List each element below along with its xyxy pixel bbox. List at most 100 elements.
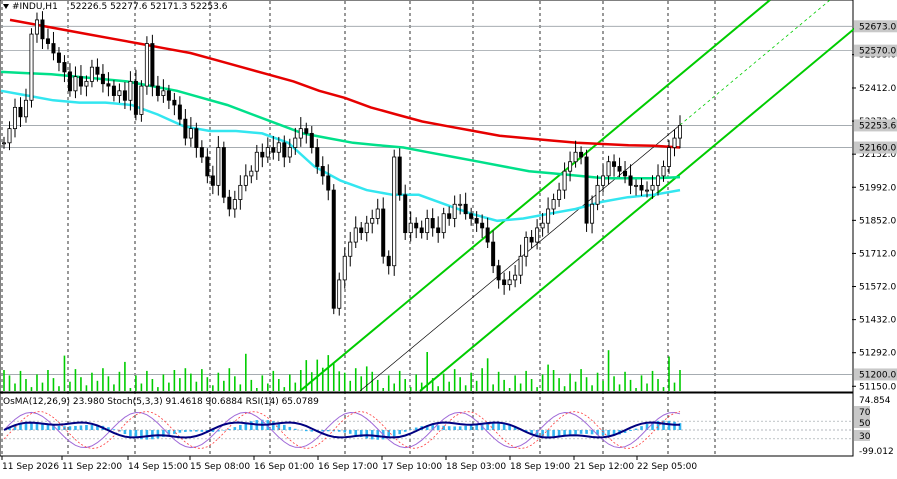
candle-body <box>128 80 133 101</box>
candle-body <box>111 85 116 96</box>
candle-body <box>276 142 281 153</box>
candle-body <box>304 128 309 134</box>
price-axis: 52553.052412.052272.052132.051992.051852… <box>852 20 897 457</box>
price-tag-label: 52673.0 <box>859 22 896 32</box>
candle-body <box>568 161 573 172</box>
candle-body <box>183 118 188 139</box>
ohlc-label: 52226.5 52277.6 52171.3 52253.6 <box>70 2 228 12</box>
price-tag <box>854 119 897 132</box>
candle-body <box>260 151 265 158</box>
candle-body <box>436 227 441 234</box>
candlesticks <box>2 11 683 316</box>
time-tick-label: 14 Sep 15:00 <box>128 462 188 472</box>
volume-bars <box>3 350 681 391</box>
candle-body <box>590 203 595 224</box>
candle-body <box>326 175 331 191</box>
candle-body <box>144 43 149 87</box>
price-tag-label: 51200.0 <box>859 370 896 380</box>
candle-body <box>216 147 221 186</box>
candle-body <box>100 73 105 85</box>
candle-body <box>656 175 661 186</box>
trend-channel <box>299 0 861 392</box>
candle-body <box>133 80 138 115</box>
price-tick-label: 51432.0 <box>859 316 896 326</box>
ma-red-line <box>9 18 681 149</box>
candle-body <box>331 189 336 309</box>
time-axis: 11 Sep 2026 11 Sep 22:00 14 Sep 15:00 15 Se… <box>1 456 697 472</box>
candle-body <box>425 218 430 234</box>
candle-body <box>265 147 270 158</box>
candle-body <box>370 218 375 224</box>
candle-body <box>513 274 518 281</box>
candle-body <box>254 151 259 172</box>
candle-body <box>469 213 474 219</box>
candle-body <box>518 255 523 276</box>
candle-body <box>172 99 177 106</box>
candle-body <box>243 175 248 186</box>
candle-body <box>672 137 677 148</box>
candle-body <box>529 236 534 243</box>
candle-body <box>381 208 386 257</box>
candle-body <box>573 151 578 163</box>
candle-body <box>150 43 155 87</box>
channel-median-extension <box>679 0 831 126</box>
channel-upper-line <box>299 0 771 392</box>
candle-body <box>601 175 606 186</box>
candle-body <box>51 43 56 54</box>
candle-body <box>271 147 276 153</box>
time-tick-label: 11 Sep 22:00 <box>62 462 122 472</box>
candle-body <box>667 147 672 167</box>
price-tick-label: 52412.0 <box>859 84 896 94</box>
candle-body <box>23 99 28 118</box>
candle-body <box>342 255 347 281</box>
candle-body <box>612 161 617 167</box>
price-tick-label: 51712.0 <box>859 249 896 259</box>
candle-body <box>485 227 490 243</box>
candle-body <box>458 203 463 206</box>
candle-body <box>562 170 567 191</box>
candle-body <box>359 227 364 234</box>
symbol-dropdown-icon[interactable] <box>3 4 9 9</box>
candle-body <box>29 33 34 101</box>
candle-body <box>2 142 7 145</box>
price-tick-label: 52132.0 <box>859 150 896 160</box>
time-tick-label: 16 Sep 01:00 <box>254 462 314 472</box>
candle-body <box>496 265 501 281</box>
indicator-axis-label: 50 <box>859 419 871 429</box>
rsi-line <box>3 421 680 439</box>
candle-body <box>678 125 683 139</box>
price-tag-label: 52160.0 <box>859 144 896 154</box>
candle-body <box>474 218 479 224</box>
candle-body <box>155 85 160 96</box>
candle-body <box>249 170 254 177</box>
candle-body <box>595 184 600 205</box>
price-tag <box>854 44 897 57</box>
candle-body <box>166 90 171 101</box>
candle-body <box>12 106 17 130</box>
candle-body <box>403 194 408 234</box>
time-tick-label: 22 Sep 05:00 <box>637 462 697 472</box>
channel-lower-line <box>419 23 861 392</box>
candle-body <box>177 104 182 120</box>
time-tick-label: 15 Sep 08:00 <box>190 462 250 472</box>
time-tick-label: 18 Sep 03:00 <box>446 462 506 472</box>
candle-body <box>7 128 12 144</box>
price-tick-label: 51992.0 <box>859 183 896 193</box>
candle-body <box>122 90 127 101</box>
price-tag <box>854 20 897 33</box>
candle-body <box>579 151 584 158</box>
candle-body <box>210 175 215 186</box>
candle-body <box>78 76 83 87</box>
candle-body <box>287 147 292 158</box>
price-tag-label: 52570.0 <box>859 47 896 57</box>
price-tick-label: 51572.0 <box>859 283 896 293</box>
candle-body <box>419 227 424 234</box>
candle-body <box>414 222 419 229</box>
stoch-signal-line <box>3 411 681 449</box>
time-tick-label: 21 Sep 12:00 <box>574 462 634 472</box>
candle-body <box>540 222 545 229</box>
ma-cyan-line <box>0 89 681 223</box>
candle-body <box>117 90 122 96</box>
candle-body <box>617 166 622 172</box>
